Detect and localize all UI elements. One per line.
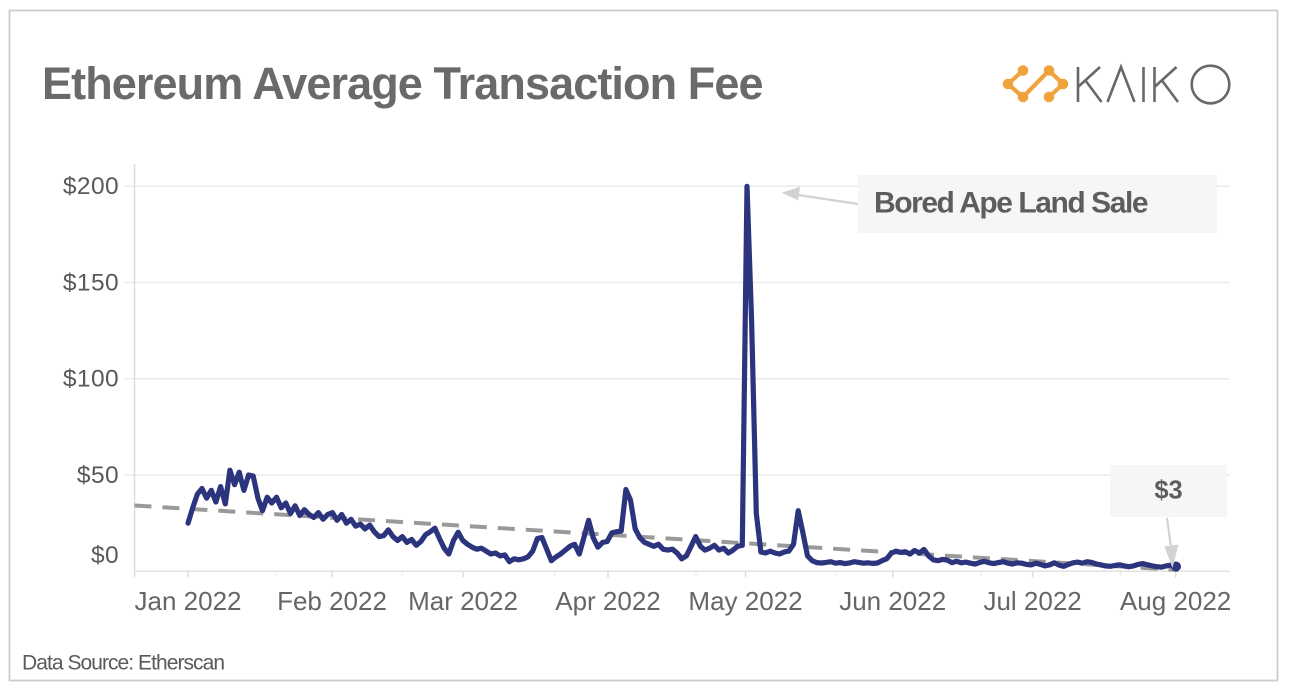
svg-text:Aug 2022: Aug 2022 — [1120, 586, 1231, 616]
svg-text:Mar 2022: Mar 2022 — [408, 586, 518, 616]
svg-text:$3: $3 — [1154, 477, 1182, 505]
svg-text:Ethereum Average Transaction F: Ethereum Average Transaction Fee — [42, 58, 763, 109]
svg-text:Data Source: Etherscan: Data Source: Etherscan — [22, 652, 224, 675]
svg-text:Bored Ape Land Sale: Bored Ape Land Sale — [874, 187, 1148, 220]
svg-text:$50: $50 — [77, 462, 119, 489]
svg-text:Apr 2022: Apr 2022 — [555, 586, 661, 616]
svg-text:Jul 2022: Jul 2022 — [983, 586, 1081, 616]
svg-text:May 2022: May 2022 — [688, 586, 802, 616]
svg-text:$100: $100 — [63, 366, 119, 393]
svg-text:Feb 2022: Feb 2022 — [277, 586, 387, 616]
svg-text:Jan 2022: Jan 2022 — [135, 586, 242, 616]
svg-text:Jun 2022: Jun 2022 — [839, 586, 946, 616]
svg-text:$200: $200 — [63, 173, 119, 200]
svg-text:$150: $150 — [63, 270, 119, 297]
svg-text:$0: $0 — [91, 542, 119, 569]
